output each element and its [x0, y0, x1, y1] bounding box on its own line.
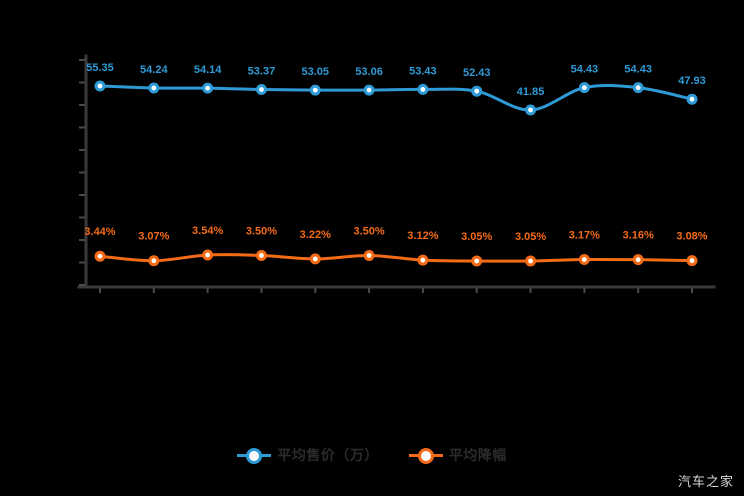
data-point-label: 3.22%	[300, 229, 331, 241]
price-series-line	[98, 83, 694, 112]
data-point-marker-center	[689, 96, 695, 102]
data-point-label: 54.43	[624, 64, 652, 76]
data-point-marker-center	[312, 256, 318, 262]
price-series-group: 55.35 54.24 54.14 53.37 53.05 53.06 53.43 52.43…	[86, 62, 706, 116]
data-point-label: 3.16%	[623, 230, 654, 242]
data-point-marker-center	[97, 253, 103, 259]
line-marker-icon	[408, 448, 443, 464]
data-point-label: 3.54%	[192, 225, 223, 237]
data-point-label: 41.85	[517, 86, 545, 98]
data-point-marker-center	[581, 85, 587, 91]
chart-legend: 平均售价（万） 平均降幅	[0, 442, 744, 468]
data-point-label: 3.05%	[515, 231, 546, 243]
data-point-label: 53.37	[248, 65, 276, 77]
data-point-marker-center	[528, 258, 533, 264]
data-point-label: 54.14	[194, 64, 222, 76]
data-point-label: 3.05%	[461, 231, 492, 243]
chart-axes	[77, 54, 716, 289]
data-point-label: 54.24	[140, 64, 168, 76]
data-point-marker-center	[312, 87, 318, 93]
data-point-label: 53.43	[409, 65, 437, 77]
price-series-markers	[94, 80, 698, 116]
legend-item-price[interactable]: 平均售价（万）	[237, 445, 379, 465]
data-point-marker-center	[151, 258, 157, 264]
data-point-label: 47.93	[678, 75, 706, 87]
data-point-marker-center	[205, 85, 211, 91]
data-point-marker-center	[420, 87, 426, 92]
price-series-labels: 55.35 54.24 54.14 53.37 53.05 53.06 53.43 52.43…	[86, 62, 706, 98]
legend-item-price-label: 平均售价（万）	[277, 447, 379, 463]
data-point-marker-center	[689, 258, 695, 264]
data-point-marker-center	[366, 87, 372, 93]
data-point-label: 3.12%	[407, 230, 438, 242]
legend-item-discount[interactable]: 平均降幅	[408, 445, 507, 465]
discount-series-markers	[94, 249, 698, 267]
legend-item-discount-label: 平均降幅	[448, 447, 507, 463]
data-point-label: 3.07%	[138, 231, 169, 243]
data-point-marker-center	[635, 85, 641, 91]
data-point-label: 55.35	[86, 62, 114, 74]
data-point-marker-center	[97, 83, 103, 89]
data-point-marker-center	[528, 107, 533, 113]
x-axis-ticks	[99, 288, 693, 293]
data-point-label: 3.44%	[84, 226, 115, 238]
data-point-label: 3.50%	[246, 225, 277, 237]
discount-series-group: 3.44% 3.07% 3.54% 3.50% 3.22% 3.50% 3.12% 3.05%…	[84, 225, 708, 267]
line-marker-icon	[237, 448, 272, 464]
data-point-marker-center	[259, 253, 264, 258]
data-point-label: 54.43	[571, 64, 599, 76]
data-point-marker-center	[635, 257, 641, 263]
data-point-marker-center	[474, 88, 480, 94]
data-point-marker-center	[581, 257, 587, 262]
discount-series-labels: 3.44% 3.07% 3.54% 3.50% 3.22% 3.50% 3.12% 3.05%…	[84, 225, 707, 243]
y-axis-ticks	[79, 59, 85, 286]
data-point-label: 3.50%	[353, 225, 384, 237]
data-point-label: 53.05	[302, 66, 330, 78]
data-point-label: 3.17%	[569, 229, 600, 241]
data-point-marker-center	[151, 85, 157, 91]
data-point-label: 3.08%	[676, 231, 707, 243]
data-point-marker-center	[420, 257, 426, 263]
data-point-marker-center	[474, 258, 480, 264]
watermark: 汽车之家	[677, 474, 734, 489]
discount-series-line	[98, 253, 694, 263]
data-point-marker-center	[205, 252, 211, 258]
data-point-marker-center	[259, 87, 264, 92]
data-point-marker-center	[366, 253, 372, 258]
data-point-label: 53.06	[355, 66, 383, 78]
data-point-label: 52.43	[463, 67, 491, 79]
